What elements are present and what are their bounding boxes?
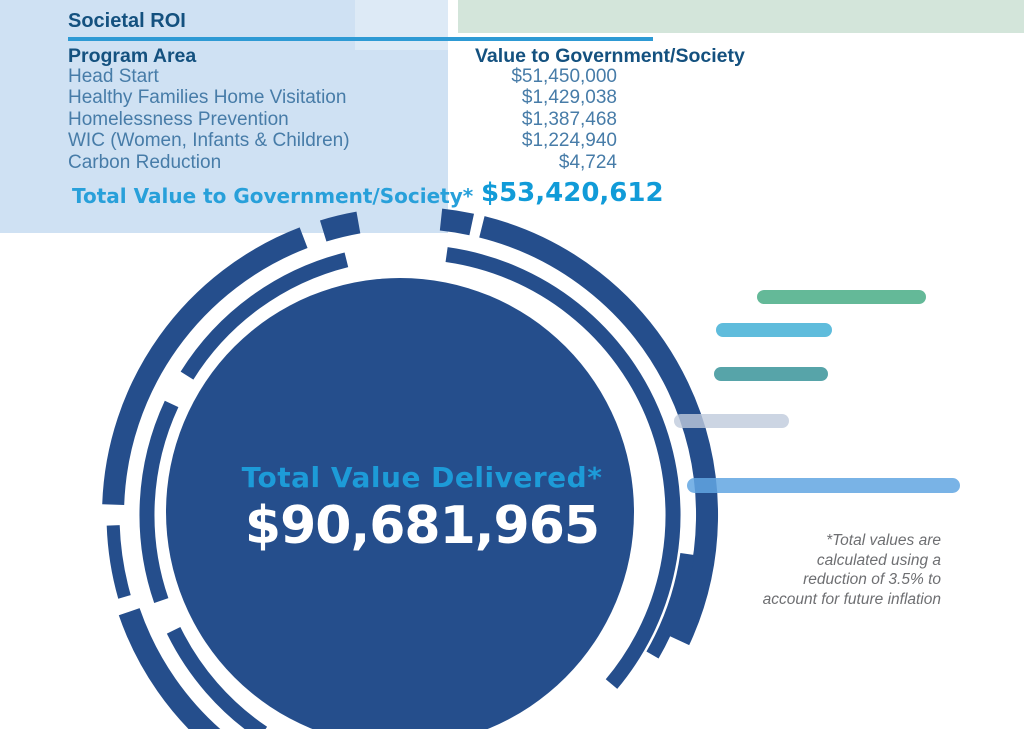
ring-arc-segment bbox=[646, 552, 695, 659]
program-area-header: Program Area bbox=[68, 45, 197, 67]
accent-bar-teal bbox=[714, 367, 828, 381]
total-government-label: Total Value to Government/Society* bbox=[72, 184, 474, 208]
title-underline bbox=[68, 37, 653, 41]
ring-arc-segment bbox=[139, 400, 179, 604]
table-row-program: Head Start bbox=[68, 66, 159, 87]
table-row-program: Homelessness Prevention bbox=[68, 108, 289, 130]
value-column-header: Value to Government/Society bbox=[475, 45, 745, 67]
top-mint-band bbox=[458, 0, 1024, 33]
total-circle bbox=[166, 278, 634, 729]
ring-arc-segment bbox=[102, 227, 308, 505]
total-delivered-label: Total Value Delivered* bbox=[241, 461, 603, 494]
ring-arc-segment bbox=[180, 252, 349, 380]
ring-arc-segment bbox=[166, 626, 268, 729]
table-row-program: Healthy Families Home Visitation bbox=[68, 87, 347, 109]
table-row-value: $1,387,468 bbox=[521, 108, 617, 130]
ring-arcs bbox=[102, 208, 719, 729]
ring-arc-segment bbox=[118, 608, 221, 729]
ring-arc-segment bbox=[319, 211, 361, 242]
inflation-footnote: *Total values are calculated using a red… bbox=[611, 531, 941, 609]
table-row-value: $1,224,940 bbox=[521, 130, 617, 152]
program-list: Head Start Healthy Families Home Visitat… bbox=[68, 66, 350, 173]
total-government-value: $53,420,612 bbox=[481, 178, 664, 208]
table-row-value: $51,450,000 bbox=[511, 66, 617, 87]
footnote-line: *Total values are bbox=[826, 532, 941, 549]
table-row-value: $4,724 bbox=[558, 151, 617, 173]
footnote-line: calculated using a bbox=[816, 551, 941, 569]
table-row-value: $1,429,038 bbox=[521, 87, 617, 109]
ring-arc-segment bbox=[445, 247, 681, 689]
panel-highlight-block bbox=[355, 0, 448, 50]
ring-arc-segment bbox=[439, 208, 474, 236]
accent-bar-green bbox=[757, 290, 926, 304]
value-list: $51,450,000 $1,429,038 $1,387,468 $1,224… bbox=[417, 66, 617, 173]
accent-bar-gray bbox=[674, 414, 789, 428]
page-title: Societal ROI bbox=[68, 10, 186, 32]
table-row-program: Carbon Reduction bbox=[68, 151, 222, 173]
ring-arc-segment bbox=[106, 525, 131, 599]
ring-arc-segment bbox=[479, 216, 719, 646]
medallion-text-block: Total Value Delivered* $90,681,965 bbox=[172, 461, 672, 556]
accent-bar-skyblue bbox=[716, 323, 832, 337]
total-delivered-value: $90,681,965 bbox=[244, 496, 600, 556]
footnote-line: account for future inflation bbox=[762, 590, 941, 608]
footnote-line: reduction of 3.5% to bbox=[803, 571, 941, 588]
table-row-program: WIC (Women, Infants & Children) bbox=[68, 130, 350, 152]
accent-bar-lightblue bbox=[687, 478, 960, 493]
